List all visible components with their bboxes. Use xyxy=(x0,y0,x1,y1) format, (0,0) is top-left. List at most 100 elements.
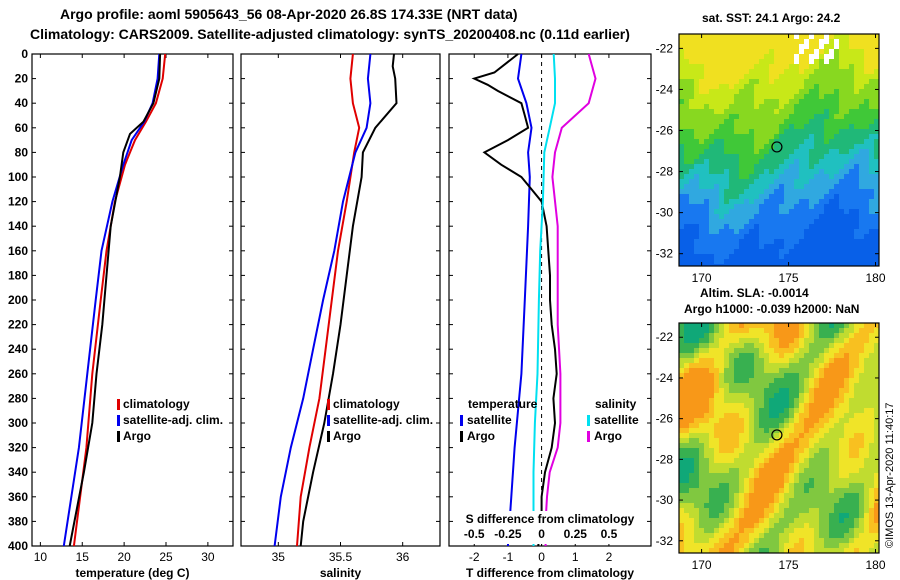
map-cell xyxy=(869,528,875,534)
map-cell xyxy=(689,463,695,469)
map-cell xyxy=(744,328,750,334)
legend-swatch xyxy=(460,431,463,442)
map-cell xyxy=(699,39,705,45)
map-cell xyxy=(689,244,695,250)
map-cell xyxy=(789,353,795,359)
map-cell xyxy=(754,219,760,225)
map-cell xyxy=(874,493,879,499)
map-cell xyxy=(874,94,879,100)
map-cell xyxy=(699,164,705,170)
map-cell xyxy=(804,338,810,344)
map-cell xyxy=(744,254,750,260)
map-cell xyxy=(809,488,815,494)
map-cell xyxy=(864,114,870,120)
map-cell xyxy=(729,523,735,529)
map-cell xyxy=(714,393,720,399)
map-cell xyxy=(724,468,730,474)
map-cell xyxy=(699,458,705,464)
map-cell xyxy=(754,483,760,489)
map-cell xyxy=(874,139,879,145)
map-cell xyxy=(789,413,795,419)
map-cell xyxy=(779,169,785,175)
map-cell xyxy=(704,234,710,240)
map-cell xyxy=(719,189,725,195)
map-cell xyxy=(764,254,770,260)
map-cell xyxy=(814,114,820,120)
map-cell xyxy=(734,254,740,260)
x-tick-label: 0 xyxy=(538,550,545,564)
map-cell xyxy=(739,79,745,85)
map-cell xyxy=(779,124,785,130)
map-cell xyxy=(764,204,770,210)
map-cell xyxy=(824,323,830,329)
map-cell xyxy=(699,159,705,165)
map-cell xyxy=(689,154,695,160)
map-cell xyxy=(789,373,795,379)
map-cell xyxy=(784,254,790,260)
map-cell xyxy=(784,34,790,40)
map-cell xyxy=(714,503,720,509)
map-cell xyxy=(824,453,830,459)
map-cell xyxy=(724,488,730,494)
map-cell xyxy=(714,383,720,389)
map-cell xyxy=(749,224,755,230)
map-cell xyxy=(849,59,855,65)
map-cell xyxy=(869,348,875,354)
map-cell xyxy=(764,538,770,544)
map-cell xyxy=(789,343,795,349)
map-cell xyxy=(824,44,830,50)
map-cell xyxy=(679,74,685,80)
map-cell xyxy=(869,443,875,449)
map-cell xyxy=(779,363,785,369)
map-cell xyxy=(869,493,875,499)
map-cell xyxy=(834,353,840,359)
map-cell xyxy=(754,398,760,404)
map-cell xyxy=(684,363,690,369)
map-cell xyxy=(699,59,705,65)
map-cell xyxy=(709,209,715,215)
map-cell xyxy=(764,368,770,374)
map-cell xyxy=(779,164,785,170)
map-cell xyxy=(759,119,765,125)
map-cell xyxy=(789,224,795,230)
map-cell xyxy=(759,508,765,514)
map-cell xyxy=(849,393,855,399)
map-cell xyxy=(829,523,835,529)
map-cell xyxy=(684,214,690,220)
map-cell xyxy=(784,388,790,394)
map-cell xyxy=(819,543,825,549)
map-cell xyxy=(814,523,820,529)
series-line-salinity-argo xyxy=(544,53,597,546)
map-cell xyxy=(844,94,850,100)
map-cell xyxy=(774,373,780,379)
map-cell xyxy=(704,104,710,110)
map-cell xyxy=(789,239,795,245)
map-cell xyxy=(759,543,765,549)
map-cell xyxy=(874,408,879,414)
map-cell xyxy=(709,99,715,105)
map-cell xyxy=(719,458,725,464)
map-cell xyxy=(719,124,725,130)
map-cell xyxy=(759,174,765,180)
map-cell xyxy=(864,179,870,185)
map-cell xyxy=(764,348,770,354)
map-cell xyxy=(749,129,755,135)
map-cell xyxy=(689,94,695,100)
map-cell xyxy=(779,219,785,225)
map-cell xyxy=(829,229,835,235)
map-cell xyxy=(864,338,870,344)
map-cell xyxy=(869,478,875,484)
map-cell xyxy=(734,34,740,40)
map-cell xyxy=(869,473,875,479)
map-cell xyxy=(784,239,790,245)
map-cell xyxy=(714,433,720,439)
map-cell xyxy=(814,383,820,389)
map-cell xyxy=(769,438,775,444)
map-cell xyxy=(729,388,735,394)
map-cell xyxy=(684,543,690,549)
map-cell xyxy=(834,393,840,399)
map-cell xyxy=(769,518,775,524)
map-cell xyxy=(759,39,765,45)
map-cell xyxy=(849,194,855,200)
map-cell xyxy=(814,99,820,105)
